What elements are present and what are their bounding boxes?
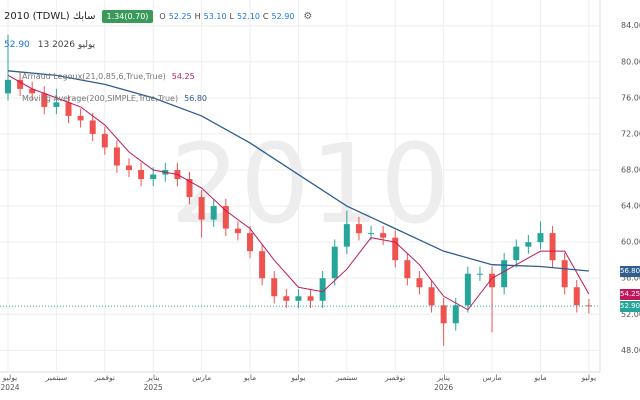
x-tick-label: يوليو <box>291 373 306 382</box>
legend-value: 56.80 <box>184 94 208 103</box>
change-badge[interactable]: 1.34(0.70) <box>101 10 154 23</box>
y-tick-label: 68.00 <box>621 166 640 175</box>
candle-body <box>452 305 459 324</box>
candle-body <box>17 79 24 89</box>
candle-body <box>513 246 520 261</box>
candle-body <box>380 233 387 238</box>
ohlc-v: 52.10 <box>237 12 260 21</box>
header: 2010 (TDWL) سابك 1.34(0.70) O 52.25 H 53.10… <box>4 10 312 23</box>
legend-entry: Moving Average(200,SIMPLE,True,True) 56.8… <box>22 94 213 103</box>
ohlc-v: 53.10 <box>203 12 227 21</box>
x-tick-label: يوليو <box>581 373 597 382</box>
candle-body <box>29 88 36 94</box>
ohlc-k: L <box>229 12 234 21</box>
candle-body <box>89 120 96 134</box>
y-tick-label: 60.00 <box>621 238 640 247</box>
ohlc-k: C <box>262 12 269 21</box>
candle-body <box>331 246 338 279</box>
candle-body <box>198 197 205 220</box>
candle-body <box>561 260 568 288</box>
candle-body <box>416 278 423 288</box>
candle-body <box>392 237 399 261</box>
symbol: 2010 (TDWL) سابك <box>4 11 96 22</box>
y-tick-label: 56.00 <box>621 274 640 283</box>
candle-body <box>41 93 48 107</box>
candle-body <box>101 133 108 148</box>
candle-body <box>4 79 11 94</box>
legend-name: Arnaud Legoux(21,0.85,6,True,True) <box>22 72 166 81</box>
candle-body <box>464 273 471 306</box>
price: 52.90 <box>4 40 30 50</box>
candle-body <box>65 102 72 116</box>
candle-body <box>210 206 217 220</box>
x-tick-label: يناير 2026 <box>434 373 454 392</box>
candle-body <box>440 305 447 324</box>
price-row: 52.90 13 2026 يوليو <box>4 40 95 50</box>
legend-entry: Arnaud Legoux(21,0.85,6,True,True) 54.25 <box>22 72 201 81</box>
y-tick-label: 72.00 <box>621 129 640 138</box>
legend-name: Moving Average(200,SIMPLE,True,True) <box>22 94 179 103</box>
x-tick-label: سبتمبر <box>45 373 68 382</box>
candle-body <box>234 228 241 234</box>
candle-body <box>271 278 278 297</box>
price-tag: 54.25 <box>620 289 640 300</box>
ohlc-v: 52.90 <box>271 12 295 21</box>
candle-body <box>259 251 266 279</box>
candle-body <box>489 273 496 288</box>
x-tick-label: مارس <box>192 373 212 382</box>
candle-body <box>186 179 193 198</box>
x-tick-label: يناير 2025 <box>143 373 163 392</box>
y-tick-label: 76.00 <box>621 93 640 102</box>
settings-icon[interactable]: ⚙ <box>303 11 313 22</box>
candle-body <box>113 147 120 166</box>
candle-body <box>368 233 375 235</box>
line-series <box>7 70 589 272</box>
x-tick-label: سبتمبر <box>336 373 358 382</box>
ohlc-v: 52.25 <box>168 12 192 21</box>
x-tick-label: مايو <box>534 373 547 382</box>
candle-body <box>525 242 532 247</box>
legend-value: 54.25 <box>171 72 195 81</box>
candle-body <box>404 260 411 279</box>
date: 13 2026 يوليو <box>37 40 96 50</box>
candle-body <box>549 233 556 261</box>
ohlc: O 52.25 H 53.10 L 52.10 C 52.90 <box>159 12 297 21</box>
candle-body <box>537 233 544 243</box>
candle-body <box>573 287 580 306</box>
x-tick-label: مارس <box>482 373 502 382</box>
price-tag: 56.80 <box>620 266 640 277</box>
candle-body <box>501 260 508 288</box>
candle-body <box>343 224 350 247</box>
x-tick-label: نوفمبر <box>385 373 406 382</box>
x-tick-label: مايو <box>243 373 257 382</box>
candle-body <box>319 278 326 301</box>
candle-body <box>355 224 362 234</box>
candle-body <box>126 165 133 171</box>
candle-body <box>283 296 290 301</box>
y-tick-label: 52.00 <box>621 310 640 319</box>
candle-body <box>138 170 145 180</box>
candle-body <box>428 287 435 306</box>
candle-body <box>295 296 302 301</box>
candle-body <box>77 115 84 121</box>
x-tick-label: نوفمبر <box>94 373 115 382</box>
price-tag: 52.90 <box>620 301 640 313</box>
ohlc-k: H <box>194 12 201 21</box>
candle-body <box>307 296 314 301</box>
x-tick-label: يوليو 2024 <box>0 373 20 392</box>
ohlc-k: O <box>159 12 166 21</box>
y-tick-label: 64.00 <box>621 202 640 211</box>
candle-body <box>247 233 254 252</box>
candle-body <box>150 174 157 180</box>
line-series <box>7 74 590 311</box>
y-tick-label: 80.00 <box>621 57 640 66</box>
y-tick-label: 48.00 <box>621 346 640 355</box>
candle-body <box>476 273 483 275</box>
y-tick-label: 84.00 <box>621 21 640 30</box>
candle-body <box>53 102 60 107</box>
candle-body <box>222 206 229 229</box>
watermark: 2010 <box>170 120 450 248</box>
